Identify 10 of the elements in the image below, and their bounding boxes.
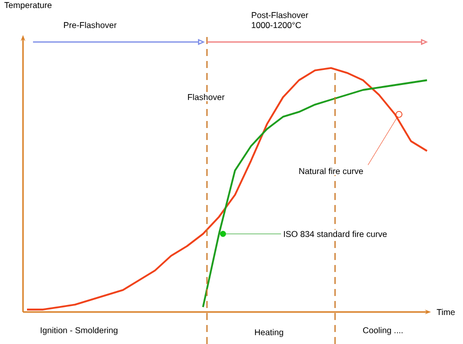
text: Cooling .... xyxy=(363,327,403,335)
annotation: Natural fire curve xyxy=(299,168,363,174)
text: Post-Flashover 1000-1200°C xyxy=(252,12,308,28)
x-axis-title: Time xyxy=(436,308,455,316)
text: Pre-Flashover xyxy=(64,22,117,28)
text: Temperature xyxy=(4,2,52,10)
annotation: ISO 834 standard fire curve xyxy=(284,230,387,238)
text: Heating xyxy=(255,329,284,337)
text: Ignition - Smoldering xyxy=(40,327,118,335)
annotation: Flashover xyxy=(188,94,225,100)
